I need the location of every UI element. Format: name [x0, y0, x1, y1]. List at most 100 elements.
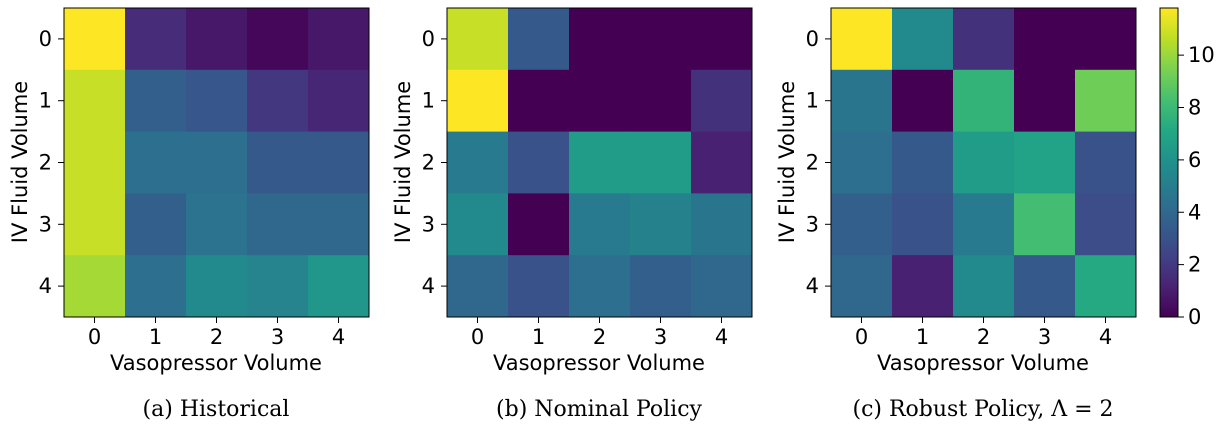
- heatmap-cell: [64, 255, 126, 318]
- heatmap-cell: [831, 255, 893, 318]
- colorbar-tick-label: 4: [1188, 200, 1201, 224]
- x-tick-label: 0: [855, 325, 868, 349]
- heatmap-cell: [308, 255, 370, 318]
- heatmap-cell: [508, 131, 570, 194]
- heatmap-cell: [892, 8, 954, 71]
- heatmap-cell: [447, 131, 509, 194]
- heatmap-cell: [892, 193, 954, 256]
- heatmap-cell: [1014, 255, 1076, 318]
- heatmap-cell: [64, 8, 126, 71]
- y-tick-label: 1: [806, 89, 819, 113]
- heatmap-cell: [569, 69, 631, 133]
- x-axis-label: Vasopressor Volume: [493, 351, 705, 375]
- y-tick-label: 1: [422, 89, 435, 113]
- heatmap-cell: [64, 131, 126, 194]
- y-tick-label: 4: [422, 274, 435, 298]
- y-ticks-nominal: 0 1 2 3 4: [422, 27, 447, 298]
- heatmap-cell: [308, 193, 370, 256]
- heatmap-cell: [630, 69, 692, 133]
- y-axis-label: IV Fluid Volume: [8, 81, 32, 243]
- x-tick-label: 3: [271, 325, 284, 349]
- heatmap-cell: [1075, 255, 1137, 318]
- y-tick-label: 2: [39, 151, 52, 175]
- heatmap-cell: [508, 255, 570, 318]
- colorbar-gradient: [1159, 7, 1179, 318]
- heatmap-cell: [508, 69, 570, 133]
- x-ticks-robust: 0 1 2 3 4: [855, 317, 1112, 349]
- heatmap-cell: [569, 8, 631, 71]
- x-tick-label: 2: [593, 325, 606, 349]
- heatmap-cells-historical: [64, 8, 370, 318]
- x-axis-label: Vasopressor Volume: [877, 351, 1089, 375]
- y-tick-label: 2: [806, 151, 819, 175]
- heatmap-cell: [447, 255, 509, 318]
- heatmap-cell: [892, 69, 954, 133]
- caption-robust: (c) Robust Policy, Λ = 2: [852, 397, 1113, 422]
- heatmap-cell: [186, 8, 248, 71]
- x-tick-label: 1: [916, 325, 929, 349]
- heatmap-cell: [691, 193, 753, 256]
- heatmap-cell: [1075, 131, 1137, 194]
- heatmap-cell: [308, 8, 370, 71]
- heatmap-cell: [186, 255, 248, 318]
- heatmap-cell: [447, 8, 509, 71]
- heatmap-cell: [125, 131, 187, 194]
- heatmap-cell: [569, 193, 631, 256]
- heatmap-cell: [247, 131, 309, 194]
- colorbar-tick-label: 10: [1188, 43, 1215, 67]
- colorbar-tick-label: 6: [1188, 148, 1201, 172]
- y-tick-label: 3: [806, 212, 819, 236]
- x-tick-label: 1: [532, 325, 545, 349]
- y-tick-label: 4: [806, 274, 819, 298]
- panel-historical: 0 1 2 3 4 0 1 2 3 4 Vasopressor Volume IV Fluid …: [8, 7, 370, 422]
- colorbar-tick-label: 2: [1188, 253, 1201, 277]
- y-tick-label: 2: [422, 151, 435, 175]
- heatmap-cell: [831, 131, 893, 194]
- y-tick-label: 1: [39, 89, 52, 113]
- heatmap-cell: [630, 255, 692, 318]
- heatmap-cell: [1014, 193, 1076, 256]
- x-ticks-nominal: 0 1 2 3 4: [471, 317, 728, 349]
- heatmap-cell: [125, 69, 187, 133]
- heatmap-cell: [508, 193, 570, 256]
- heatmap-cell: [892, 255, 954, 318]
- y-ticks-robust: 0 1 2 3 4: [806, 27, 831, 298]
- heatmap-cell: [953, 255, 1015, 318]
- x-tick-label: 0: [88, 325, 101, 349]
- heatmap-cell: [125, 193, 187, 256]
- heatmap-cells-nominal: [447, 8, 753, 318]
- colorbar-tick-label: 8: [1188, 96, 1201, 120]
- y-tick-label: 3: [422, 212, 435, 236]
- heatmap-cell: [64, 69, 126, 133]
- heatmap-cell: [630, 193, 692, 256]
- x-tick-label: 2: [210, 325, 223, 349]
- heatmap-cell: [691, 8, 753, 71]
- heatmap-cell: [892, 131, 954, 194]
- heatmap-cell: [691, 69, 753, 133]
- colorbar-ticks: 0 2 4 6 8 10: [1178, 43, 1215, 329]
- x-tick-label: 0: [471, 325, 484, 349]
- heatmap-cell: [630, 131, 692, 194]
- heatmap-cell: [447, 69, 509, 133]
- x-tick-label: 1: [149, 325, 162, 349]
- y-ticks-historical: 0 1 2 3 4: [39, 27, 64, 298]
- heatmap-cell: [691, 255, 753, 318]
- y-tick-label: 3: [39, 212, 52, 236]
- heatmap-cell: [1014, 69, 1076, 133]
- heatmap-cell: [831, 69, 893, 133]
- heatmap-cell: [247, 69, 309, 133]
- heatmap-cell: [247, 8, 309, 71]
- heatmap-cell: [447, 193, 509, 256]
- heatmap-cell: [569, 131, 631, 194]
- heatmap-cell: [569, 255, 631, 318]
- y-tick-label: 0: [806, 27, 819, 51]
- heatmap-cell: [1075, 69, 1137, 133]
- heatmap-cell: [1014, 131, 1076, 194]
- y-tick-label: 4: [39, 274, 52, 298]
- panel-nominal-policy: 0 1 2 3 4 0 1 2 3 4 Vasopressor Volume IV Fluid …: [391, 7, 753, 422]
- caption-historical: (a) Historical: [143, 397, 290, 422]
- heatmap-cell: [186, 131, 248, 194]
- heatmap-cell: [508, 8, 570, 71]
- y-axis-label: IV Fluid Volume: [775, 81, 799, 243]
- heatmap-cell: [1075, 193, 1137, 256]
